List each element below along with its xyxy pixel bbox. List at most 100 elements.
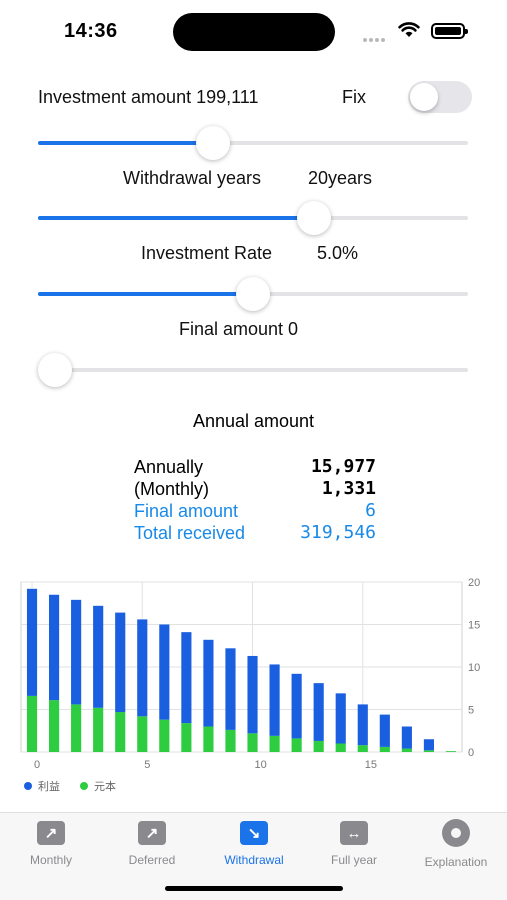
chart-bar-principal [247,733,258,752]
tab-label: Withdrawal [224,853,284,867]
chart-bar-profit [291,673,302,739]
gear-icon [442,819,470,847]
chart-y-tick-label: 20 [468,577,480,589]
chart-legend-marker [80,782,88,790]
dynamic-island [173,13,335,51]
tab-explanation[interactable]: Explanation [406,819,506,869]
chart-bar-profit [423,739,434,751]
chart-bar-principal [445,751,457,752]
chart-bar-profit [357,704,368,746]
fix-toggle-knob [410,83,438,111]
annual-amount-title: Annual amount [192,411,315,431]
chart-legend-label: 元本 [94,779,116,793]
summary-value: 6 [365,500,376,521]
chart-x-tick-label: 10 [255,759,267,771]
chart-bar-principal [93,707,104,752]
investment-rate-label: Investment Rate [141,243,273,263]
investment-slider-fill [38,141,210,145]
withdrawal-years-label: Withdrawal years [123,168,262,188]
chart-bar-profit [115,612,126,713]
summary-label: Annually [134,457,204,477]
tab-full-year[interactable]: ↔ Full year [304,821,404,867]
chart-y-tick-label: 5 [468,705,474,717]
annual-summary: Annually 15,977 (Monthly) 1,331 Final am… [134,456,376,544]
chart-y-tick-label: 10 [468,662,480,674]
tab-label: Deferred [128,853,176,867]
fix-toggle[interactable] [408,81,472,113]
chart-bar-principal [269,735,280,752]
summary-row-final-amount: Final amount 6 [134,500,376,522]
investment-amount-label: Investment amount 199,111 [38,87,259,107]
chart-x-tick-label: 5 [144,759,150,771]
chart-bar-principal [379,746,390,752]
chart-bar-principal [71,704,82,752]
chart-bar-principal [423,750,434,752]
tab-bar: ↗ Monthly ↗ Deferred ↘ Withdrawal ↔ Full… [0,812,507,900]
rate-slider-thumb[interactable] [236,277,270,311]
fix-label: Fix [342,87,366,107]
investment-rate-slider[interactable] [38,277,468,311]
chart-bar-profit [181,632,192,724]
chart-bar-profit [379,714,390,747]
chart-bar-profit [137,619,148,717]
chart-bar-profit [93,605,104,708]
summary-label: Total received [134,523,246,543]
chart-x-tick-label: 0 [34,759,40,771]
chart-y-tick-label: 0 [468,747,474,759]
withdrawal-slider-thumb[interactable] [297,201,332,235]
arrow-down-right-icon: ↘ [240,821,268,845]
summary-value: 319,546 [300,522,376,543]
chart-y-tick-label: 15 [468,620,480,632]
chart-bar-profit [225,648,236,730]
summary-value: 1,331 [321,478,376,499]
cellular-signal-icon [363,29,389,42]
tab-withdrawal[interactable]: ↘ Withdrawal [204,821,304,867]
chart-bar-principal [115,712,126,752]
tab-label: Full year [330,853,377,867]
chart-bar-principal [225,729,236,752]
chart-bar-profit [159,624,170,720]
rate-slider-fill [38,292,253,296]
final-slider-thumb[interactable] [38,353,72,387]
chart-bar-principal [401,748,412,752]
chart-bar-principal [313,740,324,752]
wifi-icon [398,22,420,37]
arrow-up-right-icon: ↗ [138,821,166,845]
chart-bar-profit [26,588,38,696]
arrow-up-right-icon: ↗ [37,821,65,845]
chart-bar-principal [49,700,60,752]
tab-deferred[interactable]: ↗ Deferred [102,821,202,867]
final-amount-label: Final amount 0 [179,319,299,339]
withdrawal-slider-fill [38,216,320,220]
tab-label: Monthly [29,853,73,867]
summary-row-annually: Annually 15,977 [134,456,376,478]
chart-legend-label: 利益 [38,779,60,793]
chart-bar-principal [159,719,170,752]
chart-bar-profit [49,594,60,701]
status-bar: 14:36 [0,0,507,60]
chart-legend-marker [24,782,32,790]
chart-bar-principal [291,738,302,752]
chart-bar-principal [357,745,368,752]
status-time: 14:36 [64,20,118,42]
summary-row-total-received: Total received 319,546 [134,522,376,544]
investment-rate-value: 5.0% [317,243,359,263]
chart-bar-profit [313,683,324,741]
chart-bar-profit [269,664,280,736]
withdrawal-stacked-bar-chart: 0 5 10 15 20 0 5 10 15 利益 元本 [20,577,480,793]
chart-x-tick-label: 15 [365,759,377,771]
chart-bar-profit [203,639,214,727]
summary-label: (Monthly) [134,479,210,499]
summary-value: 15,977 [310,456,376,477]
tab-monthly[interactable]: ↗ Monthly [1,821,101,867]
battery-icon [431,23,468,39]
arrows-horizontal-icon: ↔ [340,821,368,845]
investment-slider-thumb[interactable] [196,126,231,160]
investment-amount-slider[interactable] [38,126,468,160]
chart-bar-profit [335,693,346,744]
chart-bar-principal [137,716,148,752]
home-indicator [165,886,343,891]
chart-bar-principal [26,695,38,752]
withdrawal-years-slider[interactable] [38,201,468,235]
final-amount-slider[interactable] [38,353,468,387]
